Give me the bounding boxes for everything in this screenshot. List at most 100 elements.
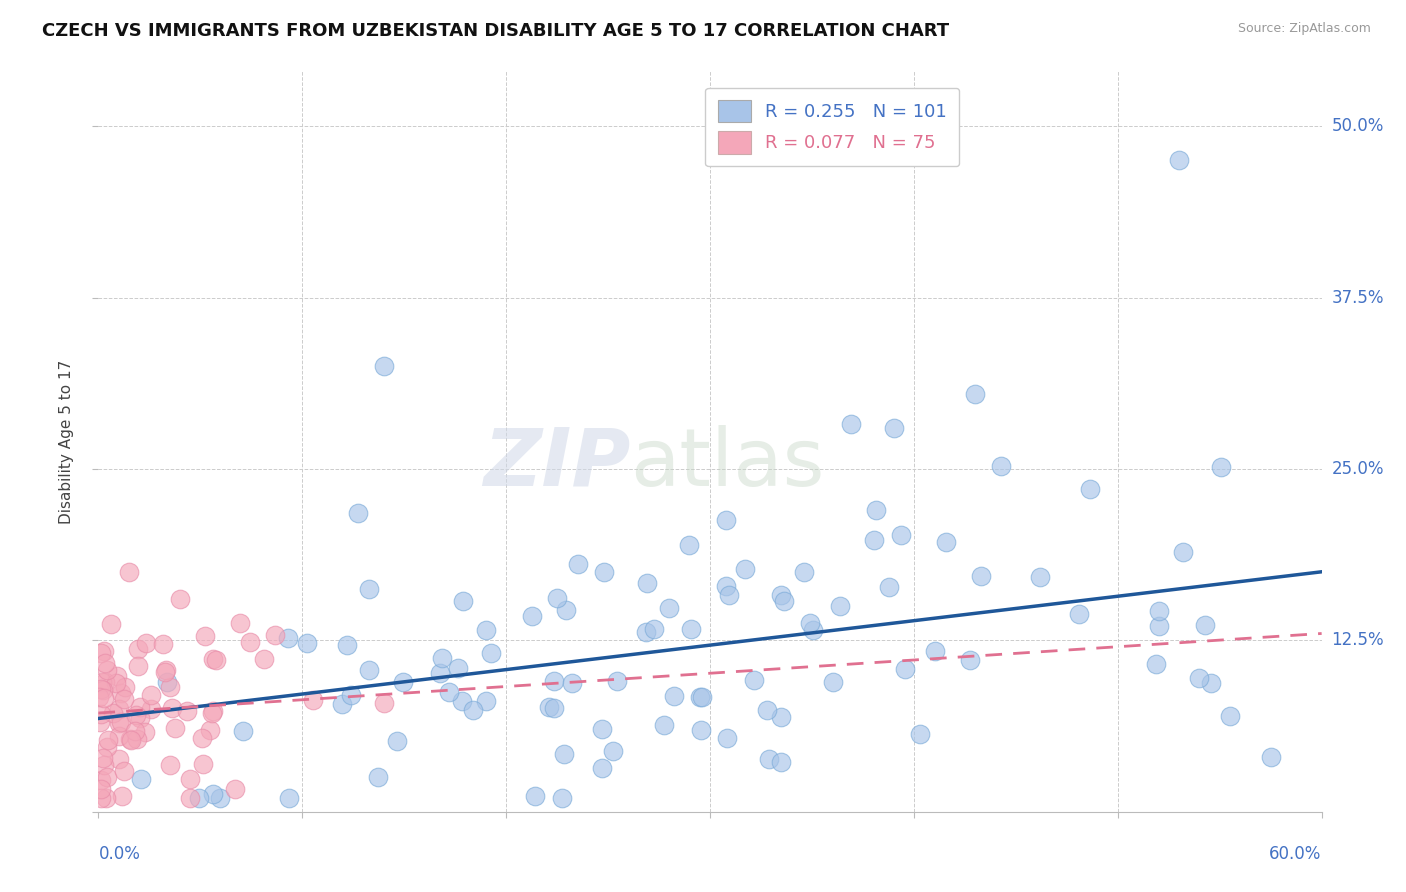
Point — [718, 588, 741, 602]
Text: 37.5%: 37.5% — [1331, 289, 1384, 307]
Point — [139, 688, 162, 702]
Point — [97, 732, 120, 747]
Point — [160, 701, 183, 715]
Point — [990, 459, 1012, 474]
Point — [567, 557, 589, 571]
Point — [155, 663, 177, 677]
Point — [87, 690, 110, 705]
Text: ZIP: ZIP — [484, 425, 630, 503]
Point — [969, 569, 991, 583]
Point — [681, 623, 703, 637]
Point — [793, 565, 815, 579]
Y-axis label: Disability Age 5 to 17: Disability Age 5 to 17 — [59, 359, 75, 524]
Point — [678, 538, 700, 552]
Point — [437, 685, 460, 699]
Point — [543, 674, 565, 689]
Point — [690, 690, 713, 704]
Point — [689, 690, 711, 704]
Point — [179, 791, 201, 805]
Point — [591, 722, 613, 736]
Point — [479, 646, 502, 660]
Point — [1080, 482, 1102, 496]
Point — [429, 665, 451, 680]
Point — [105, 675, 128, 690]
Text: 0.0%: 0.0% — [98, 845, 141, 863]
Point — [1173, 545, 1195, 559]
Point — [277, 632, 299, 646]
Point — [463, 703, 485, 717]
Point — [770, 756, 793, 770]
Text: Source: ZipAtlas.com: Source: ZipAtlas.com — [1237, 22, 1371, 36]
Point — [772, 594, 794, 608]
Point — [1029, 570, 1052, 584]
Point — [664, 689, 686, 703]
Point — [90, 782, 112, 797]
Point — [179, 772, 201, 786]
Point — [201, 651, 224, 665]
Point — [107, 701, 129, 715]
Point — [546, 591, 568, 606]
Point — [112, 764, 135, 779]
Point — [522, 608, 544, 623]
Point — [112, 692, 135, 706]
Text: 50.0%: 50.0% — [1331, 117, 1384, 136]
Point — [277, 791, 299, 805]
Point — [636, 575, 658, 590]
Point — [799, 615, 821, 630]
Point — [253, 652, 276, 666]
Point — [165, 722, 187, 736]
Point — [387, 734, 409, 748]
Point — [446, 661, 468, 675]
Point — [770, 710, 793, 724]
Point — [187, 791, 209, 805]
Point — [742, 673, 765, 687]
Text: CZECH VS IMMIGRANTS FROM UZBEKISTAN DISABILITY AGE 5 TO 17 CORRELATION CHART: CZECH VS IMMIGRANTS FROM UZBEKISTAN DISA… — [42, 22, 949, 40]
Point — [373, 359, 395, 373]
Point — [1219, 708, 1241, 723]
Point — [156, 674, 179, 689]
Point — [690, 723, 713, 737]
Text: 25.0%: 25.0% — [1331, 460, 1384, 478]
Point — [96, 663, 118, 677]
Point — [159, 681, 181, 695]
Point — [330, 698, 353, 712]
Point — [1194, 618, 1216, 632]
Point — [93, 644, 115, 658]
Point — [94, 657, 117, 671]
Point — [110, 686, 132, 700]
Point — [224, 782, 246, 797]
Text: 12.5%: 12.5% — [1331, 632, 1384, 649]
Point — [111, 789, 134, 804]
Point — [716, 731, 738, 746]
Point — [263, 628, 285, 642]
Point — [593, 566, 616, 580]
Point — [229, 616, 252, 631]
Point — [90, 707, 112, 722]
Point — [643, 623, 665, 637]
Point — [1147, 604, 1170, 618]
Point — [553, 747, 575, 761]
Point — [373, 696, 395, 710]
Point — [474, 623, 496, 637]
Point — [908, 727, 931, 741]
Point — [93, 675, 115, 690]
Text: atlas: atlas — [630, 425, 825, 503]
Point — [357, 663, 380, 677]
Point — [714, 579, 737, 593]
Point — [801, 623, 824, 637]
Point — [202, 787, 225, 801]
Point — [551, 791, 574, 805]
Point — [636, 625, 658, 640]
Point — [176, 704, 198, 718]
Point — [114, 681, 136, 695]
Point — [340, 688, 363, 702]
Point — [830, 599, 852, 613]
Point — [336, 638, 359, 652]
Point — [191, 756, 214, 771]
Point — [1188, 671, 1211, 685]
Point — [96, 740, 118, 755]
Point — [935, 535, 957, 549]
Point — [96, 770, 118, 784]
Point — [125, 707, 148, 722]
Point — [606, 673, 628, 688]
